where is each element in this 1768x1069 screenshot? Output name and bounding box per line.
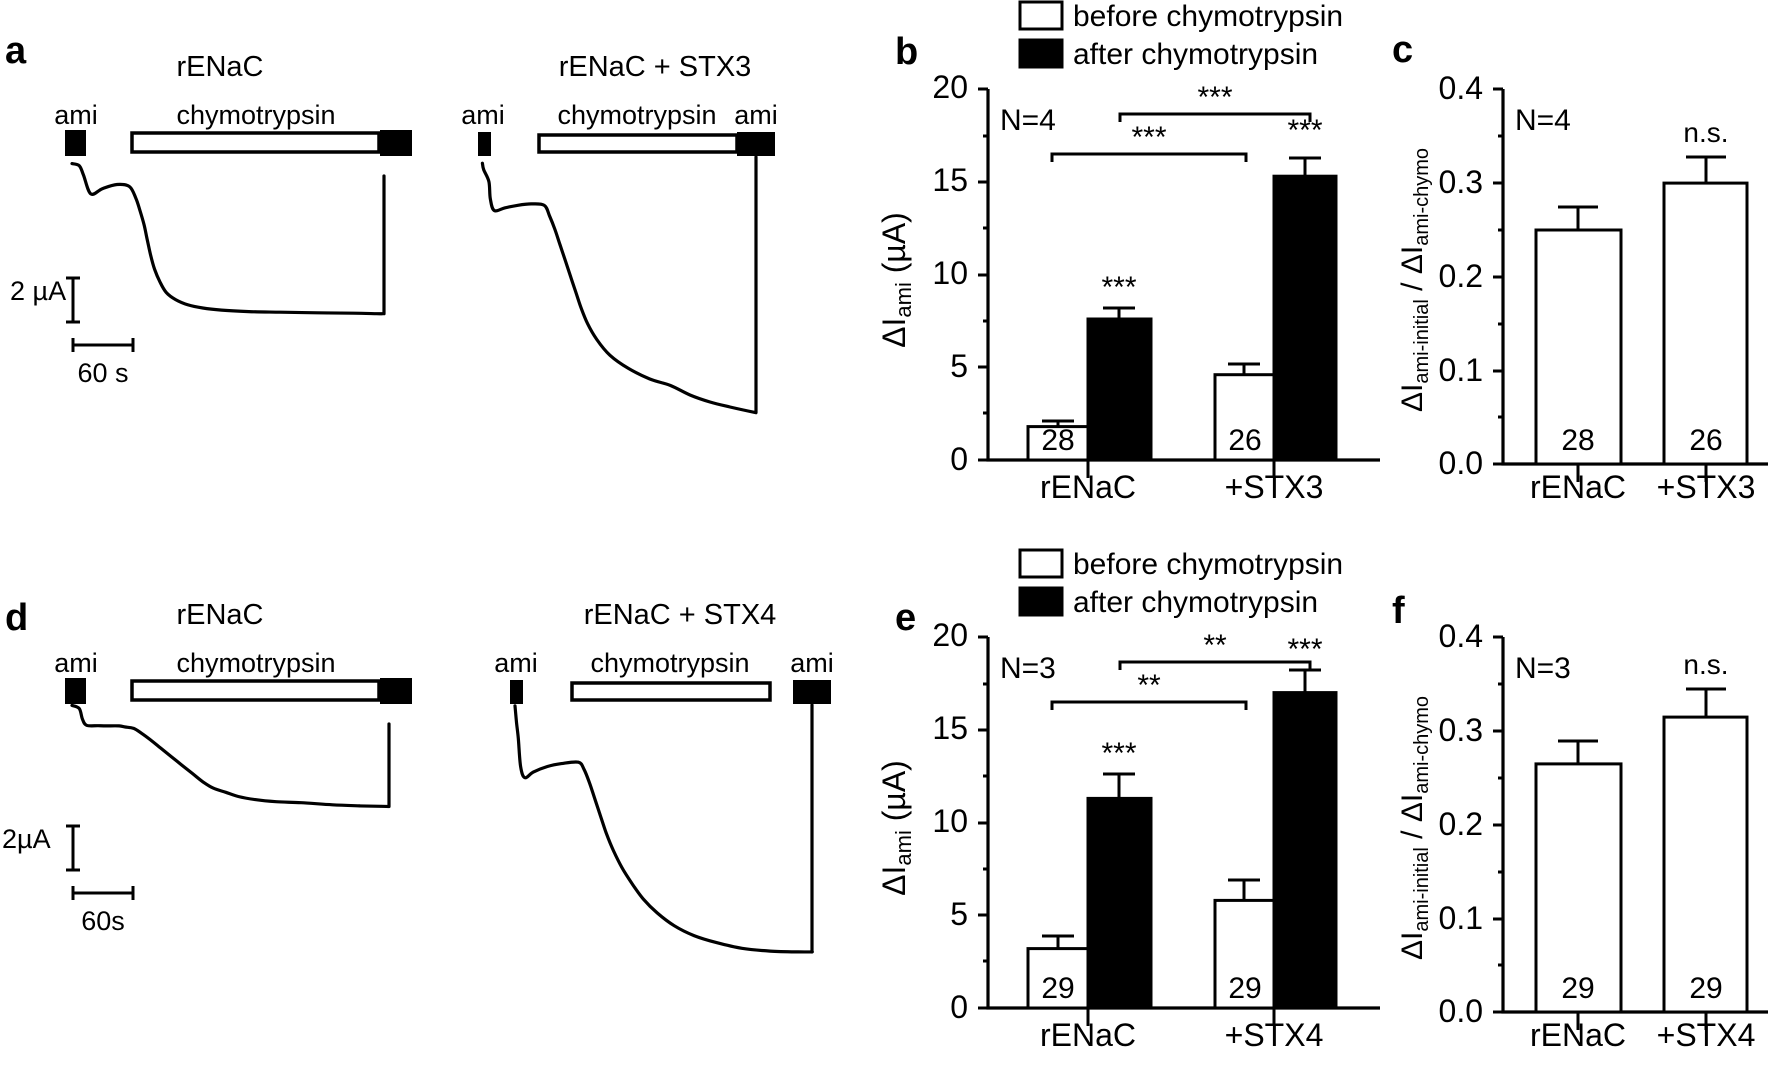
svg-text:29: 29 xyxy=(1228,972,1261,1005)
svg-text:d: d xyxy=(5,597,28,639)
svg-text:60 s: 60 s xyxy=(77,358,128,388)
svg-text:rENaC: rENaC xyxy=(176,599,263,631)
svg-text:chymotrypsin: chymotrypsin xyxy=(557,100,716,130)
svg-text:***: *** xyxy=(1287,114,1322,147)
svg-text:0.0: 0.0 xyxy=(1439,993,1483,1029)
svg-text:26: 26 xyxy=(1689,424,1722,457)
svg-text:0.1: 0.1 xyxy=(1439,352,1483,388)
svg-text:+STX3: +STX3 xyxy=(1657,469,1756,505)
svg-text:ami: ami xyxy=(494,648,538,678)
svg-text:+STX4: +STX4 xyxy=(1657,1017,1756,1053)
svg-text:rENaC + STX3: rENaC + STX3 xyxy=(559,51,752,83)
svg-text:N=3: N=3 xyxy=(1515,652,1571,685)
svg-text:28: 28 xyxy=(1561,424,1594,457)
svg-text:chymotrypsin: chymotrypsin xyxy=(176,648,335,678)
svg-text:29: 29 xyxy=(1689,972,1722,1005)
svg-text:0: 0 xyxy=(950,989,968,1025)
svg-text:ami: ami xyxy=(54,100,98,130)
svg-text:**: ** xyxy=(1203,629,1227,662)
svg-text:10: 10 xyxy=(932,803,968,839)
svg-text:60s: 60s xyxy=(81,906,125,936)
svg-text:f: f xyxy=(1392,590,1405,632)
svg-text:ami: ami xyxy=(734,100,778,130)
svg-text:rENaC: rENaC xyxy=(1040,1017,1136,1053)
svg-text:0.4: 0.4 xyxy=(1439,70,1483,106)
svg-text:e: e xyxy=(895,597,916,639)
svg-text:N=4: N=4 xyxy=(1000,104,1056,137)
svg-text:28: 28 xyxy=(1041,424,1074,457)
svg-text:after chymotrypsin: after chymotrypsin xyxy=(1073,586,1318,619)
svg-text:rENaC: rENaC xyxy=(1530,469,1626,505)
svg-text:ami: ami xyxy=(54,648,98,678)
svg-text:***: *** xyxy=(1101,737,1136,770)
svg-text:0.1: 0.1 xyxy=(1439,900,1483,936)
svg-text:c: c xyxy=(1392,29,1413,71)
svg-text:0.3: 0.3 xyxy=(1439,712,1483,748)
svg-text:26: 26 xyxy=(1228,424,1261,457)
svg-text:rENaC: rENaC xyxy=(1530,1017,1626,1053)
svg-text:ΔIami (µA): ΔIami (µA) xyxy=(876,212,916,348)
svg-text:n.s.: n.s. xyxy=(1683,117,1728,148)
svg-text:N=4: N=4 xyxy=(1515,104,1571,137)
svg-text:rENaC: rENaC xyxy=(176,51,263,83)
svg-text:chymotrypsin: chymotrypsin xyxy=(590,648,749,678)
svg-text:***: *** xyxy=(1197,81,1232,114)
svg-text:0.0: 0.0 xyxy=(1439,445,1483,481)
svg-text:n.s.: n.s. xyxy=(1683,649,1728,680)
svg-text:a: a xyxy=(5,30,27,72)
svg-text:15: 15 xyxy=(932,710,968,746)
svg-text:after chymotrypsin: after chymotrypsin xyxy=(1073,38,1318,71)
svg-text:N=3: N=3 xyxy=(1000,652,1056,685)
svg-text:0.2: 0.2 xyxy=(1439,806,1483,842)
svg-text:before chymotrypsin: before chymotrypsin xyxy=(1073,0,1343,33)
svg-text:+STX4: +STX4 xyxy=(1225,1017,1324,1053)
svg-text:b: b xyxy=(895,31,918,73)
svg-text:0.3: 0.3 xyxy=(1439,164,1483,200)
svg-text:0.4: 0.4 xyxy=(1439,618,1483,654)
svg-text:0.2: 0.2 xyxy=(1439,258,1483,294)
svg-text:before chymotrypsin: before chymotrypsin xyxy=(1073,548,1343,581)
svg-text:chymotrypsin: chymotrypsin xyxy=(176,100,335,130)
svg-text:29: 29 xyxy=(1561,972,1594,1005)
svg-text:ami: ami xyxy=(790,648,834,678)
svg-text:20: 20 xyxy=(932,617,968,653)
svg-text:rENaC + STX4: rENaC + STX4 xyxy=(584,599,777,631)
svg-text:***: *** xyxy=(1131,121,1166,154)
svg-text:rENaC: rENaC xyxy=(1040,469,1136,505)
svg-text:ΔIami (µA): ΔIami (µA) xyxy=(876,760,916,896)
svg-text:2µA: 2µA xyxy=(2,824,51,854)
svg-text:2 µA: 2 µA xyxy=(10,276,66,306)
svg-text:29: 29 xyxy=(1041,972,1074,1005)
svg-text:***: *** xyxy=(1101,271,1136,304)
svg-text:+STX3: +STX3 xyxy=(1225,469,1324,505)
svg-text:5: 5 xyxy=(950,348,968,384)
svg-text:ami: ami xyxy=(461,100,505,130)
svg-text:5: 5 xyxy=(950,896,968,932)
svg-text:10: 10 xyxy=(932,255,968,291)
svg-text:**: ** xyxy=(1137,669,1161,702)
svg-text:15: 15 xyxy=(932,162,968,198)
svg-text:0: 0 xyxy=(950,441,968,477)
svg-text:20: 20 xyxy=(932,69,968,105)
